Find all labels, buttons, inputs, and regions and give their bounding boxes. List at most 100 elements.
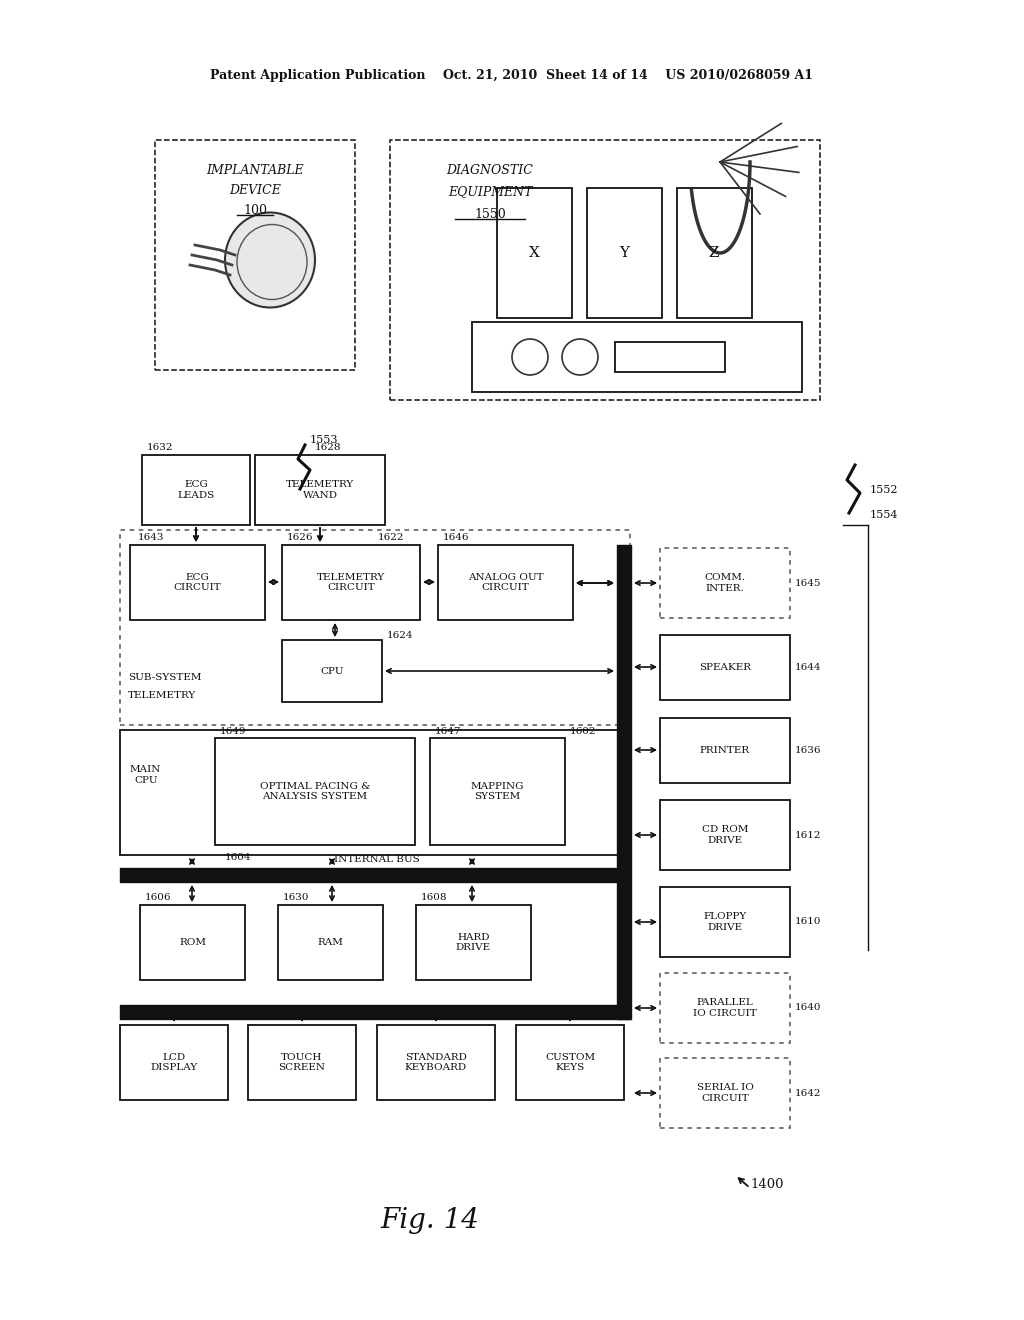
Text: 1608: 1608 bbox=[421, 892, 447, 902]
Text: DEVICE: DEVICE bbox=[229, 183, 281, 197]
Text: LCD
DISPLAY: LCD DISPLAY bbox=[151, 1053, 198, 1072]
Text: 1626: 1626 bbox=[287, 532, 313, 541]
Text: MAPPING
SYSTEM: MAPPING SYSTEM bbox=[471, 781, 524, 801]
Bar bbox=[660, 887, 790, 957]
Text: RAM: RAM bbox=[317, 939, 343, 946]
Text: 1602: 1602 bbox=[570, 726, 597, 735]
Text: INTERNAL BUS: INTERNAL BUS bbox=[334, 855, 420, 865]
Bar bbox=[660, 800, 790, 870]
Bar bbox=[516, 1026, 624, 1100]
Bar bbox=[660, 635, 790, 700]
Ellipse shape bbox=[225, 213, 315, 308]
Text: 1649: 1649 bbox=[220, 726, 247, 735]
Text: Y: Y bbox=[618, 246, 629, 260]
Text: 1610: 1610 bbox=[795, 917, 821, 927]
Text: EQUIPMENT: EQUIPMENT bbox=[447, 186, 532, 198]
Bar bbox=[248, 1026, 356, 1100]
Bar bbox=[472, 322, 802, 392]
Text: TELEMETRY
WAND: TELEMETRY WAND bbox=[286, 480, 354, 500]
Bar bbox=[215, 738, 415, 845]
Text: HARD
DRIVE: HARD DRIVE bbox=[456, 933, 492, 952]
Text: CD ROM
DRIVE: CD ROM DRIVE bbox=[701, 825, 749, 845]
Text: 1646: 1646 bbox=[443, 532, 469, 541]
Text: 1628: 1628 bbox=[315, 442, 341, 451]
Text: 1520: 1520 bbox=[518, 1012, 545, 1022]
Text: 1647: 1647 bbox=[435, 726, 462, 735]
Bar bbox=[660, 973, 790, 1043]
Bar bbox=[120, 531, 630, 725]
Bar bbox=[677, 187, 752, 318]
Text: Z: Z bbox=[709, 246, 719, 260]
Text: 1606: 1606 bbox=[145, 892, 171, 902]
Text: 1553: 1553 bbox=[310, 436, 339, 445]
Bar bbox=[282, 545, 420, 620]
Text: OPTIMAL PACING &
ANALYSIS SYSTEM: OPTIMAL PACING & ANALYSIS SYSTEM bbox=[260, 781, 371, 801]
Text: TOUCH
SCREEN: TOUCH SCREEN bbox=[279, 1053, 326, 1072]
Bar bbox=[142, 455, 250, 525]
Bar bbox=[430, 738, 565, 845]
Text: PARALLEL
IO CIRCUIT: PARALLEL IO CIRCUIT bbox=[693, 998, 757, 1018]
Bar bbox=[282, 640, 382, 702]
Text: 1612: 1612 bbox=[795, 830, 821, 840]
Circle shape bbox=[562, 339, 598, 375]
Text: 1552: 1552 bbox=[870, 484, 898, 495]
Text: 100: 100 bbox=[243, 203, 267, 216]
Text: PRINTER: PRINTER bbox=[700, 746, 750, 755]
Bar bbox=[255, 455, 385, 525]
Bar bbox=[497, 187, 572, 318]
Text: 1645: 1645 bbox=[795, 578, 821, 587]
Bar bbox=[120, 730, 630, 855]
Text: ECG
CIRCUIT: ECG CIRCUIT bbox=[174, 573, 221, 593]
Bar bbox=[660, 718, 790, 783]
Bar bbox=[155, 140, 355, 370]
Text: IMPLANTABLE: IMPLANTABLE bbox=[206, 164, 304, 177]
Text: 1644: 1644 bbox=[795, 663, 821, 672]
Text: ANALOG OUT
CIRCUIT: ANALOG OUT CIRCUIT bbox=[468, 573, 544, 593]
Bar bbox=[130, 545, 265, 620]
Bar bbox=[660, 548, 790, 618]
Text: 1514: 1514 bbox=[122, 1012, 148, 1022]
Text: Patent Application Publication    Oct. 21, 2010  Sheet 14 of 14    US 2010/02680: Patent Application Publication Oct. 21, … bbox=[211, 69, 813, 82]
Text: 1643: 1643 bbox=[138, 532, 165, 541]
Bar bbox=[416, 906, 531, 979]
Bar bbox=[390, 140, 820, 400]
Text: TELEMETRY: TELEMETRY bbox=[128, 690, 197, 700]
Text: SPEAKER: SPEAKER bbox=[699, 663, 751, 672]
Bar bbox=[587, 187, 662, 318]
Bar bbox=[377, 1026, 495, 1100]
Text: 1624: 1624 bbox=[387, 631, 414, 639]
Text: 1400: 1400 bbox=[750, 1179, 783, 1192]
Text: 1636: 1636 bbox=[795, 746, 821, 755]
Bar bbox=[438, 545, 573, 620]
Text: TELEMETRY
CIRCUIT: TELEMETRY CIRCUIT bbox=[316, 573, 385, 593]
Text: 1554: 1554 bbox=[870, 510, 898, 520]
Text: COMM.
INTER.: COMM. INTER. bbox=[705, 573, 745, 593]
Text: SUB-SYSTEM: SUB-SYSTEM bbox=[128, 672, 202, 681]
Circle shape bbox=[512, 339, 548, 375]
Text: DIAGNOSTIC: DIAGNOSTIC bbox=[446, 164, 534, 177]
Text: 1516: 1516 bbox=[250, 1012, 276, 1022]
Text: 1518: 1518 bbox=[379, 1012, 406, 1022]
Text: 1604: 1604 bbox=[225, 854, 252, 862]
Text: CUSTOM
KEYS: CUSTOM KEYS bbox=[545, 1053, 595, 1072]
Bar bbox=[660, 1059, 790, 1129]
Text: 1632: 1632 bbox=[147, 442, 173, 451]
Bar bbox=[615, 342, 725, 372]
Text: X: X bbox=[528, 246, 540, 260]
Text: Fig. 14: Fig. 14 bbox=[381, 1206, 479, 1233]
Text: 1550: 1550 bbox=[474, 207, 506, 220]
Text: 1640: 1640 bbox=[795, 1003, 821, 1012]
Bar bbox=[278, 906, 383, 979]
Text: ROM: ROM bbox=[179, 939, 206, 946]
Text: 1630: 1630 bbox=[283, 892, 309, 902]
Text: MAIN
CPU: MAIN CPU bbox=[130, 766, 162, 784]
Text: ECG
LEADS: ECG LEADS bbox=[177, 480, 215, 500]
Text: STANDARD
KEYBOARD: STANDARD KEYBOARD bbox=[404, 1053, 467, 1072]
Text: CPU: CPU bbox=[321, 667, 344, 676]
Text: SERIAL IO
CIRCUIT: SERIAL IO CIRCUIT bbox=[696, 1084, 754, 1102]
Text: 1622: 1622 bbox=[378, 532, 404, 541]
Bar bbox=[120, 1026, 228, 1100]
Text: FLOPPY
DRIVE: FLOPPY DRIVE bbox=[703, 912, 746, 932]
Bar bbox=[140, 906, 245, 979]
Text: 1642: 1642 bbox=[795, 1089, 821, 1097]
